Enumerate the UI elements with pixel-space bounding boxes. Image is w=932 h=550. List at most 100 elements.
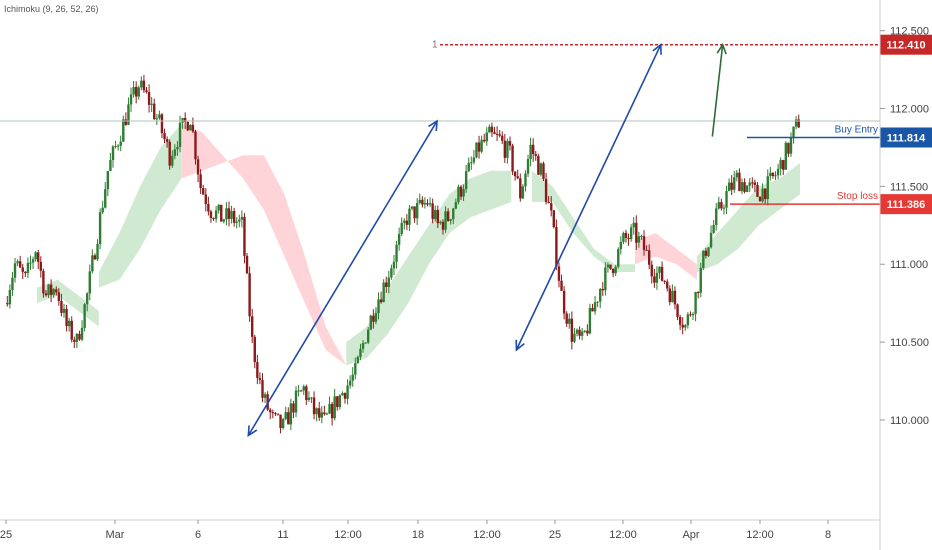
entry-annotation: Buy Entry [835,124,878,135]
candle-body [359,348,362,357]
candle-body [279,414,282,429]
candle-body [263,394,267,398]
stop-price-tag [880,194,932,215]
candle-body [127,104,130,125]
candle-body [640,236,643,238]
candle-body [454,202,458,209]
candle-body [21,267,24,272]
candle-body [142,80,146,91]
candle-body [632,222,635,228]
candle-body [305,386,308,401]
candle-body [8,290,12,305]
candle-body [617,249,620,267]
candle-body [738,172,741,192]
candle-body [495,133,499,135]
candle-body [771,172,775,176]
x-tick-label: 6 [195,529,201,541]
candle-body [232,210,236,223]
candle-body [637,236,641,243]
candle-body [794,119,798,127]
candle-body [238,219,241,222]
candle-body [165,139,169,142]
candle-body [730,182,733,190]
candle-body [743,182,746,192]
candle-body [11,277,14,291]
candle-body [761,188,764,202]
candle-body [645,249,648,251]
candle-body [52,289,55,295]
candle-body [351,374,354,381]
candle-body [104,189,107,208]
candle-body [676,304,679,317]
candle-body [361,343,365,349]
candle-body [516,176,519,179]
candle-body [604,267,607,291]
candle-body [390,268,393,278]
trend-arrow-tail [247,425,258,438]
candle-body [457,186,460,203]
candle-body [6,303,9,305]
candle-body [410,206,414,209]
candle-body [513,171,517,177]
candle-body [485,132,488,142]
candle-body [712,224,715,233]
candle-body [671,290,674,303]
candle-body [722,207,726,209]
candle-body [774,175,777,177]
candle-body [111,146,115,161]
candle-body [748,182,751,186]
trend-arrows [247,42,727,438]
candle-body [756,184,759,197]
candle-body [302,386,305,391]
indicator-label[interactable]: Ichimoku (9, 26, 52, 26) [4,4,99,14]
candle-body [591,307,594,312]
candle-body [562,290,566,314]
candle-body [160,114,164,134]
candle-body [207,203,210,212]
candle-body [258,377,262,381]
candle-body [155,118,159,120]
stop-annotation: Stop loss [837,191,878,202]
candle-body [248,273,251,317]
candle-body [776,168,780,176]
candle-body [534,154,537,156]
candle-body [462,189,465,197]
ichimoku-cloud [36,124,800,366]
x-tick-label: Mar [106,529,125,541]
candle-body [642,236,646,250]
candle-body [475,142,478,158]
candle-body [354,363,357,375]
x-tick-label: 12:00 [473,529,501,541]
candle-body [691,313,695,316]
candle-body [506,140,509,158]
candle-body [168,141,171,166]
candle-body [720,202,723,209]
candle-body [434,209,437,219]
candle-body [122,119,125,142]
candle-body [452,208,455,220]
candle-body [740,182,744,192]
candle-body [531,144,535,155]
candle-body [294,390,298,413]
cloud-segment [696,163,800,272]
cloud-segment [346,170,512,366]
candle-body [769,172,772,177]
candle-body [310,397,313,399]
candle-body [292,403,295,413]
candle-body [751,182,754,184]
candle-body [400,222,403,234]
trend-arrow [515,44,662,351]
candle-body [29,262,32,264]
candle-body [524,173,527,187]
candle-body [116,145,120,147]
candle-body [709,232,713,248]
candle-body [315,408,318,415]
candle-body [323,412,326,415]
candle-body [333,396,336,419]
candle-body [67,320,71,327]
candle-body [555,227,558,267]
trend-arrow-head [652,43,662,55]
target-arrow [711,44,724,137]
candle-body [145,90,148,92]
